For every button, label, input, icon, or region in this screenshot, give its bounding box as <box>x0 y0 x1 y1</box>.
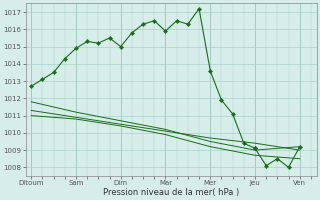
X-axis label: Pression niveau de la mer( hPa ): Pression niveau de la mer( hPa ) <box>103 188 239 197</box>
